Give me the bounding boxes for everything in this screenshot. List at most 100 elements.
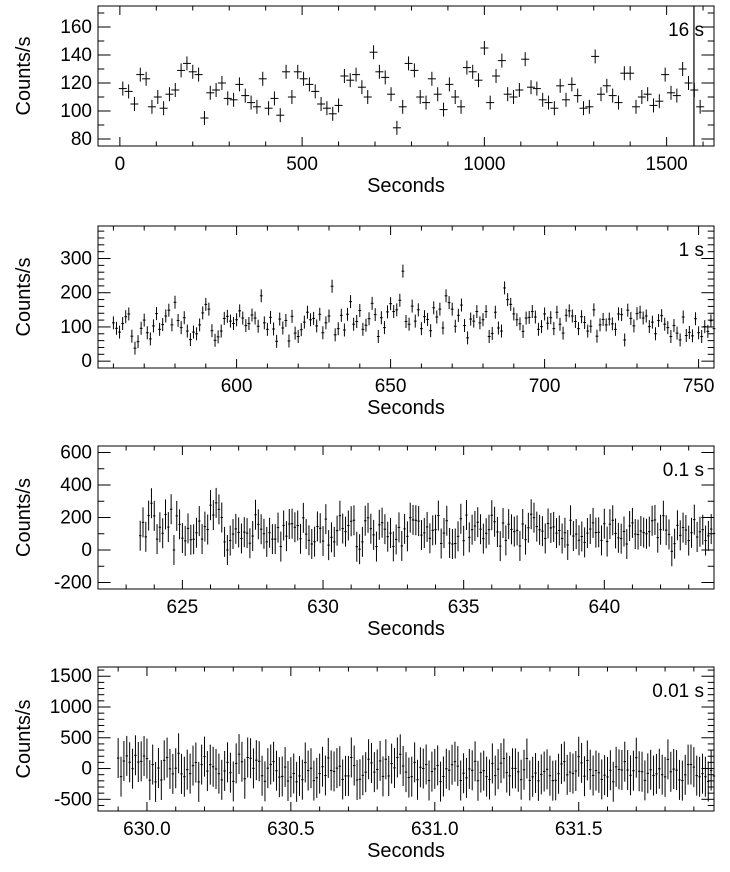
data-point: [321, 326, 325, 340]
data-point: [312, 760, 316, 801]
x-tick-label: 500: [286, 154, 318, 175]
data-point: [268, 517, 271, 548]
data-point: [620, 749, 624, 790]
data-point: [429, 324, 433, 338]
data-point: [603, 508, 606, 539]
data-point: [468, 64, 477, 79]
data-point: [372, 519, 375, 550]
data-point: [442, 756, 445, 797]
data-point: [634, 519, 637, 550]
data-point: [271, 524, 274, 555]
data-point: [124, 310, 128, 324]
data-point: [422, 748, 425, 789]
y-tick-label: 200: [60, 283, 92, 304]
data-point: [214, 748, 218, 789]
data-point: [115, 321, 118, 335]
data-point: [425, 511, 429, 542]
data-point: [279, 531, 283, 562]
data-point: [335, 515, 339, 546]
data-point: [697, 326, 700, 340]
data-point: [545, 749, 549, 790]
data-point: [457, 99, 466, 114]
data-point: [465, 500, 468, 531]
data-point: [704, 525, 707, 556]
data-series: [138, 487, 716, 567]
y-tick-label: 80: [71, 129, 92, 150]
data-point: [556, 78, 565, 93]
data-point: [479, 752, 483, 793]
data-point: [659, 514, 662, 545]
data-point: [557, 753, 560, 794]
data-point: [321, 526, 325, 557]
data-point: [192, 524, 195, 555]
data-point: [383, 321, 386, 335]
data-point: [678, 62, 687, 76]
data-point: [407, 757, 411, 798]
data-point: [167, 512, 170, 543]
data-point: [626, 303, 630, 317]
data-point: [253, 311, 257, 325]
x-tick-label: 631.5: [555, 819, 603, 840]
x-axis-label: Seconds: [367, 840, 445, 862]
data-point: [266, 748, 270, 789]
data-point: [606, 756, 609, 797]
y-tick-label: 1000: [50, 697, 92, 718]
data-point: [340, 69, 349, 83]
data-point: [696, 99, 705, 114]
data-point: [278, 757, 281, 798]
data-point: [290, 508, 294, 539]
data-point: [622, 516, 626, 547]
data-point: [153, 500, 156, 531]
data-point: [583, 315, 587, 329]
x-tick-label: 631.0: [411, 819, 459, 840]
data-point: [366, 502, 370, 533]
data-point: [139, 321, 143, 335]
data-point: [404, 752, 408, 793]
data-point: [435, 310, 439, 324]
data-point: [549, 311, 553, 325]
data-point: [451, 528, 454, 559]
data-point: [597, 752, 601, 793]
data-point: [234, 513, 238, 544]
data-point: [660, 754, 664, 795]
data-point: [226, 742, 229, 783]
data-point: [404, 314, 408, 328]
data-point: [177, 63, 186, 78]
data-point: [237, 734, 241, 775]
y-axis-label: Counts/s: [13, 478, 35, 557]
data-point: [229, 525, 232, 556]
data-point: [133, 341, 137, 355]
data-point: [628, 510, 631, 541]
data-point: [398, 293, 402, 307]
data-point: [567, 304, 571, 318]
data-point: [401, 264, 405, 278]
data-point: [653, 504, 657, 535]
data-point: [597, 87, 606, 102]
data-point: [507, 509, 510, 540]
data-point: [381, 756, 385, 797]
data-point: [579, 101, 588, 116]
data-point: [512, 307, 516, 321]
data-point: [283, 747, 287, 788]
data-point: [707, 761, 710, 802]
data-point: [407, 317, 411, 331]
data-point: [207, 302, 211, 316]
data-point: [324, 504, 328, 535]
data-point: [321, 746, 324, 787]
data-point: [527, 512, 530, 543]
data-point: [658, 748, 661, 789]
panel-3: 625 630 635 640 -200 0 200 400 600 Seconds Counts/…: [13, 443, 716, 640]
data-point: [548, 755, 552, 796]
data-point: [200, 744, 203, 785]
data-point: [118, 325, 121, 339]
data-point: [490, 326, 494, 340]
data-point: [541, 516, 544, 547]
data-point: [358, 534, 361, 565]
data-point: [322, 101, 331, 116]
data-point: [470, 514, 474, 545]
data-point: [180, 753, 183, 794]
data-point: [481, 313, 485, 327]
data-point: [687, 325, 691, 339]
data-point: [692, 747, 696, 788]
data-point: [637, 90, 646, 104]
